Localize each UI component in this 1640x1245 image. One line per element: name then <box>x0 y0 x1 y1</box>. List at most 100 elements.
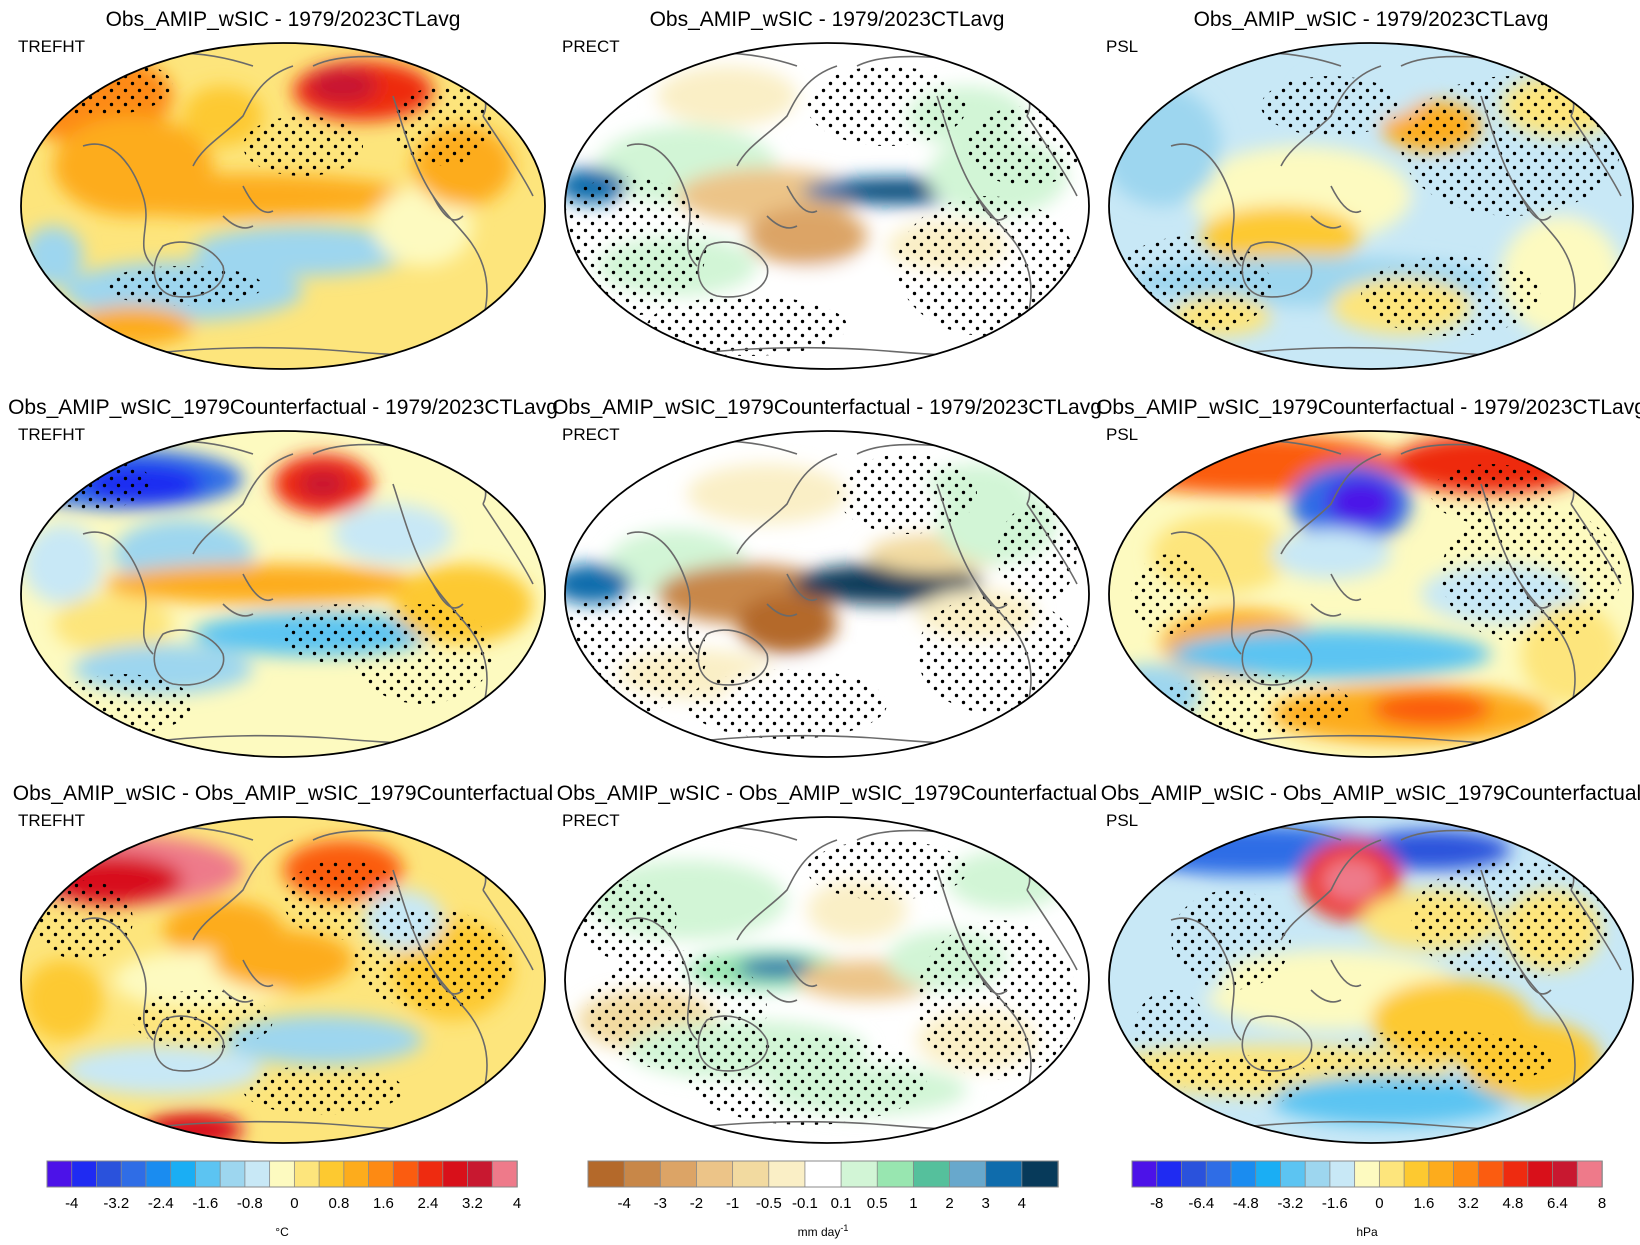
coastline <box>1280 65 1382 167</box>
coastline <box>1310 989 1342 1003</box>
panel-title: Obs_AMIP_wSIC - Obs_AMIP_wSIC_1979Counte… <box>13 782 553 805</box>
coastline <box>222 215 254 229</box>
colorbar-swatch <box>1230 1160 1257 1188</box>
significance-stippling <box>687 1035 927 1125</box>
colorbar-tick-label: 6.4 <box>1547 1195 1568 1212</box>
panel-title: Obs_AMIP_wSIC_1979Counterfactual - 1979/… <box>1096 396 1640 419</box>
field-anomaly <box>213 930 353 990</box>
colorbar-swatch <box>244 1160 271 1188</box>
coastline <box>192 453 294 555</box>
coastline <box>1241 1015 1313 1072</box>
significance-stippling <box>837 454 977 534</box>
colorbar-swatch <box>1403 1160 1430 1188</box>
significance-stippling <box>1441 504 1621 644</box>
colorbar-tick-label: -1 <box>726 1195 739 1212</box>
panel-title: Obs_AMIP_wSIC - 1979/2023CTLavg <box>650 8 1005 31</box>
map-panel-r1-c3: Obs_AMIP_wSIC - 1979/2023CTLavg PSL <box>1106 8 1634 370</box>
panel-title: Obs_AMIP_wSIC - 1979/2023CTLavg <box>1194 8 1549 31</box>
significance-stippling <box>647 296 847 356</box>
significance-stippling <box>565 176 707 316</box>
colorbar-tick-label: -0.5 <box>756 1195 782 1212</box>
coastline <box>1026 115 1078 197</box>
field-anomaly <box>23 226 83 286</box>
colorbar-swatch <box>840 1160 879 1188</box>
colorbar-tick-label: -3 <box>654 1195 667 1212</box>
map-panel-r2-c1: Obs_AMIP_wSIC_1979Counterfactual - 1979/… <box>8 396 558 758</box>
coastline <box>242 959 274 987</box>
variable-label: PRECT <box>562 425 620 444</box>
colorbar-swatch <box>467 1160 494 1188</box>
map-body <box>564 816 1090 1144</box>
coastline <box>82 143 154 267</box>
significance-stippling <box>917 594 1077 714</box>
colorbar-tick-label: 1.6 <box>373 1195 394 1212</box>
field-anomaly <box>737 594 837 654</box>
significance-stippling <box>353 910 513 1010</box>
significance-stippling <box>1131 990 1211 1090</box>
colorbar-swatch <box>318 1160 345 1188</box>
colorbar-swatch <box>985 1160 1023 1188</box>
colorbar-tick-label: 4 <box>1018 1195 1026 1212</box>
coastline <box>222 989 254 1003</box>
colorbar-tick-label: -1.6 <box>192 1195 218 1212</box>
significance-stippling <box>1361 256 1541 336</box>
field-anomaly <box>373 186 473 266</box>
coastline <box>1241 629 1313 686</box>
field-anomaly <box>23 524 103 604</box>
significance-stippling <box>917 920 1077 1080</box>
map-border <box>20 816 546 1144</box>
coastline <box>242 185 274 213</box>
colorbar-swatch <box>1304 1160 1331 1188</box>
colorbar-swatch <box>912 1160 951 1188</box>
colorbar-frame <box>1131 1160 1603 1188</box>
coastline <box>736 839 838 941</box>
coastline <box>1026 503 1078 585</box>
coastline <box>1310 603 1342 617</box>
significance-stippling <box>1171 890 1291 990</box>
coastline <box>82 531 154 655</box>
colorbar-tick-label: -4 <box>617 1195 630 1212</box>
map-panel-r1-c2: Obs_AMIP_wSIC - 1979/2023CTLavg PRECT <box>562 8 1090 370</box>
colorbar-swatch <box>96 1160 123 1188</box>
colorbar-swatch <box>804 1160 842 1188</box>
colorbar-swatch <box>587 1160 625 1188</box>
map-panel-r3-c1: Obs_AMIP_wSIC - Obs_AMIP_wSIC_1979Counte… <box>13 782 553 1144</box>
significance-stippling <box>103 266 263 306</box>
colorbar-swatch <box>1428 1160 1455 1188</box>
coastline <box>766 989 798 1003</box>
coastline <box>786 573 818 601</box>
colorbar-tick-label: 3 <box>982 1195 990 1212</box>
colorbar-swatch <box>442 1160 469 1188</box>
field-anomaly <box>947 850 1067 910</box>
coastline <box>1170 143 1242 267</box>
field-anomaly <box>183 86 263 146</box>
significance-stippling <box>897 196 1077 336</box>
coastline <box>82 917 154 1041</box>
map-body <box>20 430 546 758</box>
coastline <box>786 959 818 987</box>
colorbar-psl: -8 -6.4 -4.8 -3.2 -1.6 0 1.6 3.2 4.8 6.4 8 hPa <box>1131 1160 1606 1239</box>
significance-stippling <box>243 1065 403 1115</box>
colorbar-swatch <box>1205 1160 1232 1188</box>
field-anomaly <box>1109 86 1221 206</box>
colorbar-tick-label: -8 <box>1150 1195 1163 1212</box>
variable-label: TREFHT <box>18 37 85 56</box>
map-border <box>20 430 546 758</box>
coastline <box>192 65 294 167</box>
significance-stippling <box>33 459 153 509</box>
colorbar-swatch <box>46 1160 73 1188</box>
colorbar-swatch <box>368 1160 395 1188</box>
colorbar-tick-label: 2 <box>945 1195 953 1212</box>
coastline <box>1241 241 1313 298</box>
colorbar-swatch <box>343 1160 370 1188</box>
field-anomaly <box>23 960 103 1040</box>
significance-stippling <box>1131 554 1211 634</box>
field-anomaly <box>1371 691 1491 727</box>
field-anomaly <box>193 226 413 276</box>
map-border <box>1108 816 1634 1144</box>
colorbar-swatch <box>623 1160 662 1188</box>
colorbar-tick-label: -3.2 <box>103 1195 129 1212</box>
significance-stippling <box>807 840 967 900</box>
colorbar-swatch <box>219 1160 246 1188</box>
significance-stippling <box>133 990 273 1050</box>
